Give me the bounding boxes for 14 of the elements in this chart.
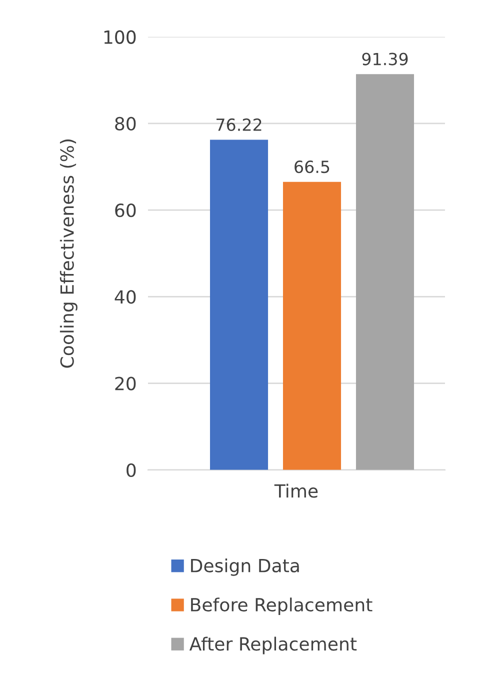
data-label: 76.22 [216,118,262,132]
legend-label: Before Replacement [191,598,372,616]
y-tick-label: 60 [115,204,136,218]
data-label: 91.39 [362,52,408,66]
legend-label: Design Data [191,558,299,576]
y-tick-label: 20 [115,376,136,390]
legend-label: After Replacement [189,636,357,654]
y-axis-title: Cooling Effectiveness (%) [60,140,78,368]
y-tick-label: 80 [115,116,136,131]
y-tick-label: 100 [104,30,136,44]
y-tick-label: 40 [114,290,136,304]
y-tick-label: 0 [126,463,136,478]
x-axis-title: Time [274,484,318,498]
data-label: 66.5 [294,160,330,174]
